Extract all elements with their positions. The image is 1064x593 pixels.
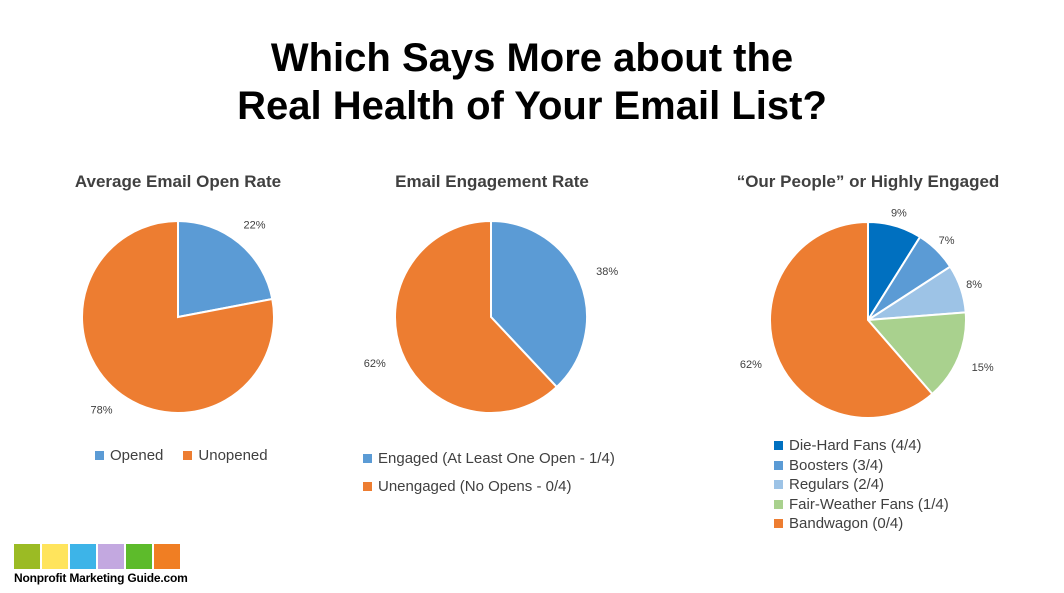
page-title-line-1: Which Says More about the <box>270 36 794 80</box>
legend-label: Opened <box>110 447 164 464</box>
logo-text: Nonprofit Marketing Guide.com <box>14 571 188 585</box>
legend-swatch <box>95 451 104 460</box>
nonprofit-marketing-guide-logo: Nonprofit Marketing Guide.com <box>14 544 188 585</box>
pie-slice-unengaged-no-opens-0-4 <box>394 219 559 414</box>
legend-item-engaged: Engaged (At Least One Open - 1/4) <box>363 448 615 468</box>
legend-swatch <box>774 460 783 470</box>
legend-label: Unengaged (No Opens - 0/4) <box>378 477 572 495</box>
legend-swatch <box>774 441 783 451</box>
legend-label: Engaged (At Least One Open - 1/4) <box>378 449 615 467</box>
chart-title-engagement-rate: Email Engagement Rate <box>395 172 589 191</box>
legend-item-fair-weather-fans: Fair-Weather Fans (1/4) <box>774 495 949 515</box>
pie-slice-bandwagon-0-4 <box>769 220 934 419</box>
logo-color-blocks <box>14 544 188 569</box>
legend-swatch <box>363 481 372 491</box>
data-label: 62% <box>364 358 386 370</box>
data-label: 9% <box>891 207 907 219</box>
legend-item-boosters: Boosters (3/4) <box>774 456 949 476</box>
pie-slice-fair-weather-fans-1-4 <box>865 311 967 396</box>
pie-slice-opened <box>177 219 274 319</box>
legend-item-unopened: Unopened <box>183 447 268 464</box>
data-label: 7% <box>939 235 955 247</box>
data-label: 22% <box>243 220 265 232</box>
legend-label: Boosters (3/4) <box>789 456 884 474</box>
legend-item-unengaged: Unengaged (No Opens - 0/4) <box>363 476 615 496</box>
legend-item-opened: Opened <box>95 447 163 464</box>
legend-swatch <box>774 480 783 490</box>
data-label: 78% <box>90 405 112 417</box>
chart-title-open-rate: Average Email Open Rate <box>74 172 282 191</box>
legend-our-people: Die-Hard Fans (4/4) Boosters (3/4) Regul… <box>774 436 949 534</box>
logo-color-block <box>42 544 68 569</box>
logo-color-block <box>154 544 180 569</box>
data-label: 8% <box>966 279 982 291</box>
data-label: 62% <box>740 359 762 371</box>
legend-item-die-hard-fans: Die-Hard Fans (4/4) <box>774 436 949 456</box>
pie-slice-engaged-at-least-one-open-1-4 <box>490 219 588 389</box>
legend-label: Die-Hard Fans (4/4) <box>789 437 922 455</box>
legend-swatch <box>774 519 783 529</box>
page-title-line-2: Real Health of Your Email List? <box>237 84 827 128</box>
legend-label: Bandwagon (0/4) <box>789 515 904 533</box>
logo-color-block <box>14 544 40 569</box>
logo-color-block <box>70 544 96 569</box>
logo-color-block <box>126 544 152 569</box>
legend-swatch <box>363 453 372 463</box>
legend-swatch <box>774 499 783 509</box>
pie-slice-unopened <box>81 219 275 414</box>
logo-color-block <box>98 544 124 569</box>
legend-label: Unopened <box>198 447 268 464</box>
legend-item-bandwagon: Bandwagon (0/4) <box>774 514 949 534</box>
data-label: 15% <box>972 362 994 374</box>
chart-title-our-people: “Our People” or Highly Engaged <box>736 172 1000 191</box>
legend-open-rate: Opened Unopened <box>95 447 268 464</box>
legend-swatch <box>183 451 193 460</box>
legend-engagement-rate: Engaged (At Least One Open - 1/4) Unenga… <box>363 448 615 496</box>
legend-label: Fair-Weather Fans (1/4) <box>789 495 949 513</box>
data-label: 38% <box>596 266 618 278</box>
legend-item-regulars: Regulars (2/4) <box>774 475 949 495</box>
legend-label: Regulars (2/4) <box>789 476 885 494</box>
